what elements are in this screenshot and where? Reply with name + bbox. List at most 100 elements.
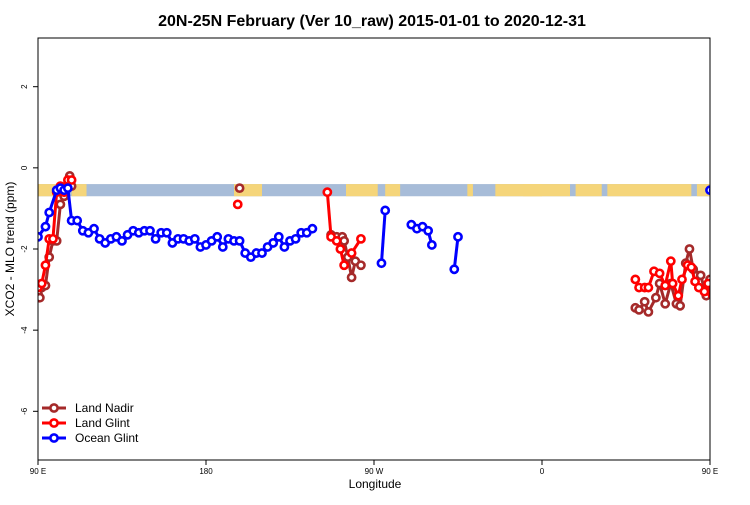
data-point: [744, 288, 750, 295]
data-point: [150, 233, 161, 244]
land-strip: [385, 184, 401, 197]
data-point: [639, 296, 650, 307]
y-tick-label: -6: [20, 407, 29, 415]
land-strip: [467, 184, 473, 197]
data-point: [740, 310, 747, 317]
series-line: [452, 236, 460, 270]
data-point: [145, 225, 155, 236]
data-point: [650, 292, 661, 303]
data-point: [40, 260, 51, 271]
data-point: [449, 264, 460, 275]
legend-item: Land Glint: [42, 416, 130, 430]
legend-marker: [49, 403, 59, 413]
data-point: [257, 248, 267, 258]
data-point: [339, 235, 350, 246]
land-strip: [607, 184, 692, 197]
x-tick-label: 90 E: [702, 467, 718, 476]
data-point: [734, 225, 741, 232]
y-tick-label: -4: [20, 326, 29, 334]
data-point: [718, 217, 725, 224]
legend-marker: [49, 433, 59, 443]
data-point: [660, 298, 671, 309]
data-point: [736, 308, 743, 315]
data-point: [744, 296, 750, 303]
data-point: [740, 316, 747, 323]
data-point: [695, 270, 706, 281]
data-point: [331, 235, 342, 246]
data-point: [212, 231, 223, 242]
data-point: [62, 183, 73, 194]
data-point: [273, 231, 284, 242]
series-line: [736, 176, 750, 320]
data-point: [189, 233, 200, 244]
data-point: [705, 185, 710, 196]
data-point: [723, 217, 730, 224]
legend-label: Land Glint: [75, 416, 130, 430]
data-point: [322, 187, 333, 198]
data-point: [654, 268, 665, 279]
data-point: [686, 262, 697, 273]
data-point: [217, 242, 228, 252]
data-point: [290, 233, 301, 244]
data-point: [667, 278, 678, 289]
land-strip: [575, 184, 602, 197]
data-point: [660, 280, 671, 291]
data-point: [38, 278, 47, 289]
data-point: [677, 274, 687, 285]
data-point: [89, 223, 99, 234]
data-point: [268, 238, 279, 248]
data-point: [733, 270, 740, 277]
series-line: [710, 190, 750, 243]
data-point: [335, 244, 346, 254]
data-point: [733, 223, 740, 230]
data-point: [423, 225, 434, 236]
legend-label: Ocean Glint: [75, 431, 139, 445]
data-point: [38, 292, 45, 303]
data-point: [643, 282, 654, 293]
series-line: [736, 176, 750, 314]
data-point: [699, 286, 710, 297]
data-point: [675, 300, 686, 311]
data-point: [746, 225, 750, 232]
data-point: [714, 187, 721, 194]
data-point: [55, 199, 66, 210]
data-point: [234, 183, 245, 194]
x-tick-label: 180: [199, 467, 213, 476]
data-point: [117, 235, 127, 246]
data-point: [48, 233, 58, 244]
data-point: [40, 221, 51, 232]
series-ocean-glint: [38, 183, 750, 275]
land-strip: [523, 184, 570, 197]
data-point: [356, 260, 366, 271]
data-point: [376, 258, 387, 269]
legend-marker: [49, 418, 59, 428]
chart-title: 20N-25N February (Ver 10_raw) 2015-01-01…: [158, 13, 586, 30]
data-point: [346, 272, 357, 283]
data-point: [339, 260, 350, 271]
data-point: [66, 175, 77, 185]
data-point: [736, 308, 743, 315]
data-point: [234, 235, 245, 246]
x-tick-label: 0: [540, 467, 545, 476]
data-point: [630, 274, 641, 285]
plot-frame: [37, 37, 711, 461]
y-axis-label: XCO2 - MLO trend (ppm): [3, 182, 17, 317]
data-point: [729, 209, 736, 216]
data-point: [279, 242, 290, 252]
data-point: [740, 229, 747, 236]
y-tick-label: 2: [20, 84, 29, 89]
data-point: [708, 186, 710, 194]
land-strip: [732, 184, 750, 196]
series-line: [379, 210, 387, 264]
y-tick-label: -2: [20, 245, 29, 253]
legend-item: Land Nadir: [42, 401, 134, 415]
legend-label: Land Nadir: [75, 401, 134, 415]
data-point: [634, 304, 644, 315]
data-point: [307, 223, 318, 234]
data-point: [706, 289, 710, 299]
data-point: [346, 248, 357, 258]
y-tick-label: 0: [20, 165, 29, 170]
data-point: [356, 233, 366, 244]
x-tick-label: 90 E: [30, 467, 46, 476]
